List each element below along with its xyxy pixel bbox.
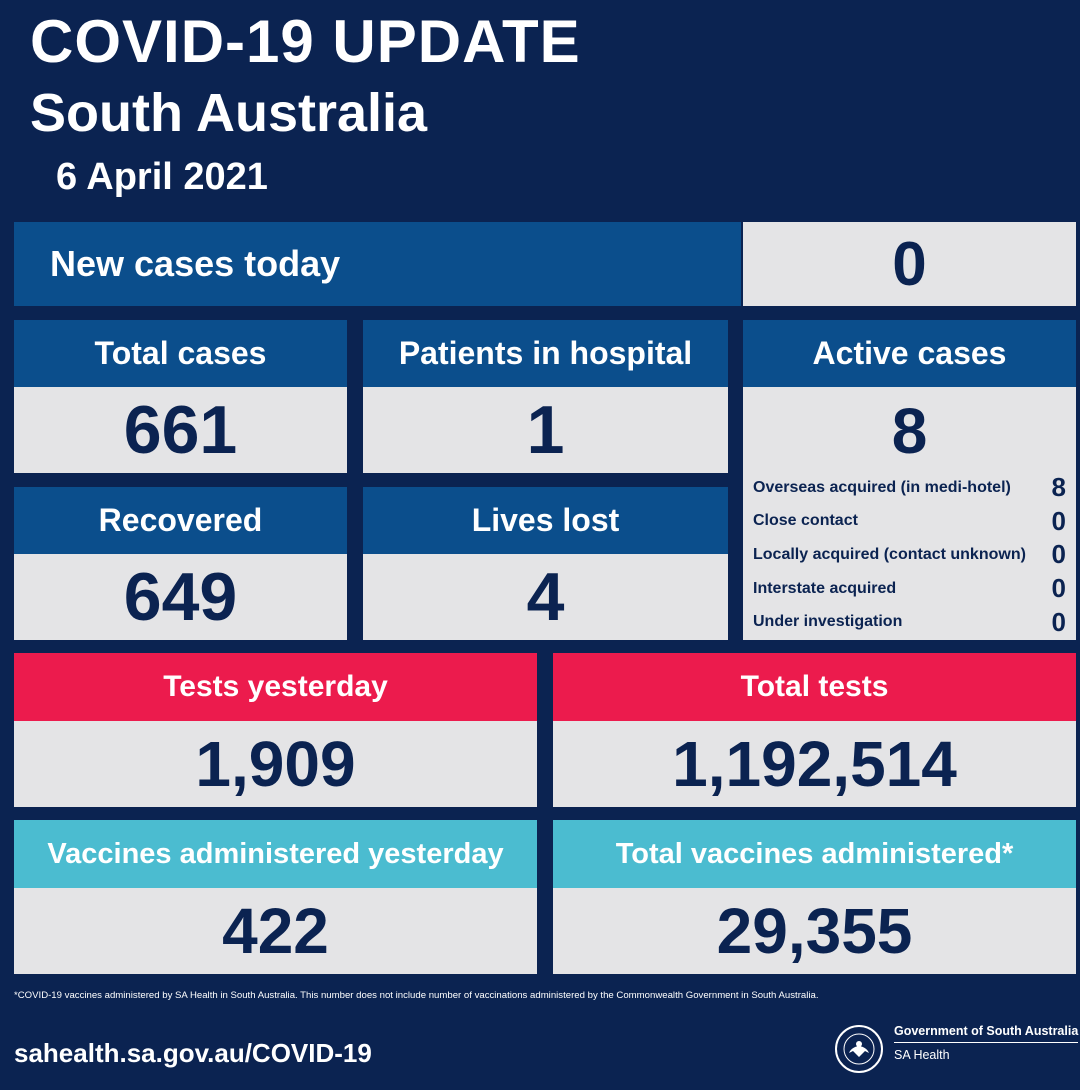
active-cases-breakdown: Overseas acquired (in medi-hotel) 8 Clos… — [743, 471, 1076, 639]
breakdown-row-locally-acquired: Locally acquired (contact unknown) 0 — [743, 538, 1076, 572]
government-name: Government of South Australia — [894, 1024, 1079, 1038]
vaccines-yesterday-header: Vaccines administered yesterday — [14, 820, 537, 888]
active-cases-header: Active cases — [743, 320, 1076, 387]
new-cases-label: New cases today — [14, 222, 741, 306]
lives-lost-value: 4 — [363, 554, 728, 640]
total-vaccines-value: 29,355 — [553, 888, 1076, 974]
breakdown-label: Close contact — [753, 512, 858, 530]
breakdown-label: Locally acquired (contact unknown) — [753, 545, 1026, 563]
total-tests-header: Total tests — [553, 653, 1076, 721]
breakdown-value: 0 — [1051, 573, 1066, 604]
recovered-value: 649 — [14, 554, 347, 640]
breakdown-label: Interstate acquired — [753, 579, 897, 597]
breakdown-row-close-contact: Close contact 0 — [743, 505, 1076, 539]
piping-shrike-seal-icon — [834, 1024, 884, 1074]
page-title: COVID-19 UPDATE — [30, 8, 581, 75]
tests-yesterday-value: 1,909 — [14, 721, 537, 807]
total-cases-header: Total cases — [14, 320, 347, 387]
active-cases-panel: 8 Overseas acquired (in medi-hotel) 8 Cl… — [743, 387, 1076, 640]
breakdown-row-under-investigation: Under investigation 0 — [743, 605, 1076, 639]
page-subtitle: South Australia — [30, 83, 428, 143]
breakdown-value: 0 — [1051, 606, 1066, 637]
hospital-value: 1 — [363, 387, 728, 473]
website-link[interactable]: sahealth.sa.gov.au/COVID-19 — [14, 1038, 372, 1068]
report-date: 6 April 2021 — [56, 156, 268, 198]
active-cases-value: 8 — [891, 395, 928, 467]
breakdown-label: Overseas acquired (in medi-hotel) — [753, 478, 1011, 496]
hospital-header: Patients in hospital — [363, 320, 728, 387]
breakdown-value: 8 — [1051, 472, 1066, 503]
lives-lost-header: Lives lost — [363, 487, 728, 554]
breakdown-label: Under investigation — [753, 613, 903, 631]
branding-divider — [894, 1042, 1078, 1043]
footnote: *COVID-19 vaccines administered by SA He… — [14, 990, 819, 1001]
breakdown-row-overseas: Overseas acquired (in medi-hotel) 8 — [743, 471, 1076, 505]
breakdown-row-interstate: Interstate acquired 0 — [743, 572, 1076, 606]
tests-yesterday-header: Tests yesterday — [14, 653, 537, 721]
total-tests-value: 1,192,514 — [553, 721, 1076, 807]
breakdown-value: 0 — [1051, 505, 1066, 536]
total-cases-value: 661 — [14, 387, 347, 473]
vaccines-yesterday-value: 422 — [14, 888, 537, 974]
new-cases-value: 0 — [743, 222, 1076, 306]
department-name: SA Health — [894, 1048, 950, 1062]
new-cases-label-text: New cases today — [50, 243, 341, 284]
recovered-header: Recovered — [14, 487, 347, 554]
total-vaccines-header: Total vaccines administered* — [553, 820, 1076, 888]
government-branding: Government of South Australia SA Health — [894, 1024, 1078, 1062]
breakdown-value: 0 — [1051, 539, 1066, 570]
